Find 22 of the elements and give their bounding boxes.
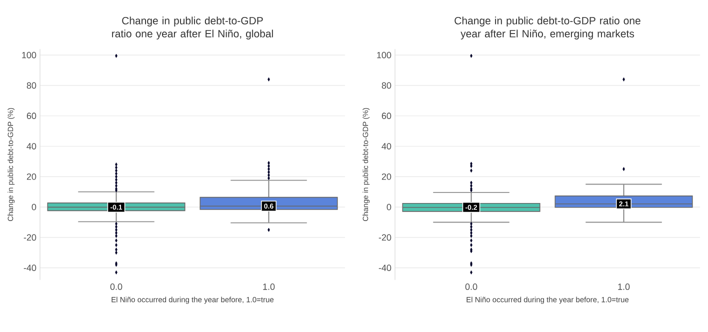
y-tick-label: 0 [386, 204, 392, 210]
y-tick-label: 20 [382, 173, 392, 180]
x-tick-label: 1.0 [618, 284, 630, 290]
y-tick-label: 100 [22, 52, 36, 58]
y-tick-label: 20 [26, 173, 36, 180]
x-tick-label: 1.0 [263, 284, 275, 290]
x-tick-label: 0.0 [465, 284, 478, 290]
y-tick-label: 40 [26, 143, 36, 150]
y-tick-label: -40 [24, 264, 36, 272]
y-tick-label: 100 [377, 52, 392, 58]
chart-title: Change in public debt-to-GDP ratio one year after El Niño, global [112, 16, 273, 40]
y-tick-label: 0 [32, 204, 36, 210]
y-tick-label: 60 [382, 112, 392, 120]
x-tick-label: 0.0 [110, 284, 122, 290]
y-tick-label: 80 [382, 82, 392, 89]
y-tick-label: -20 [24, 234, 36, 241]
y-tick-label: 80 [26, 82, 36, 89]
y-tick-label: -20 [378, 234, 392, 241]
y-tick-label: 40 [382, 143, 392, 150]
chart-title: Change in public debt-to-GDP ratio one year after El Niño, emerging markets [454, 16, 640, 40]
y-tick-label: 60 [26, 112, 36, 120]
y-tick-label: -40 [378, 264, 392, 272]
